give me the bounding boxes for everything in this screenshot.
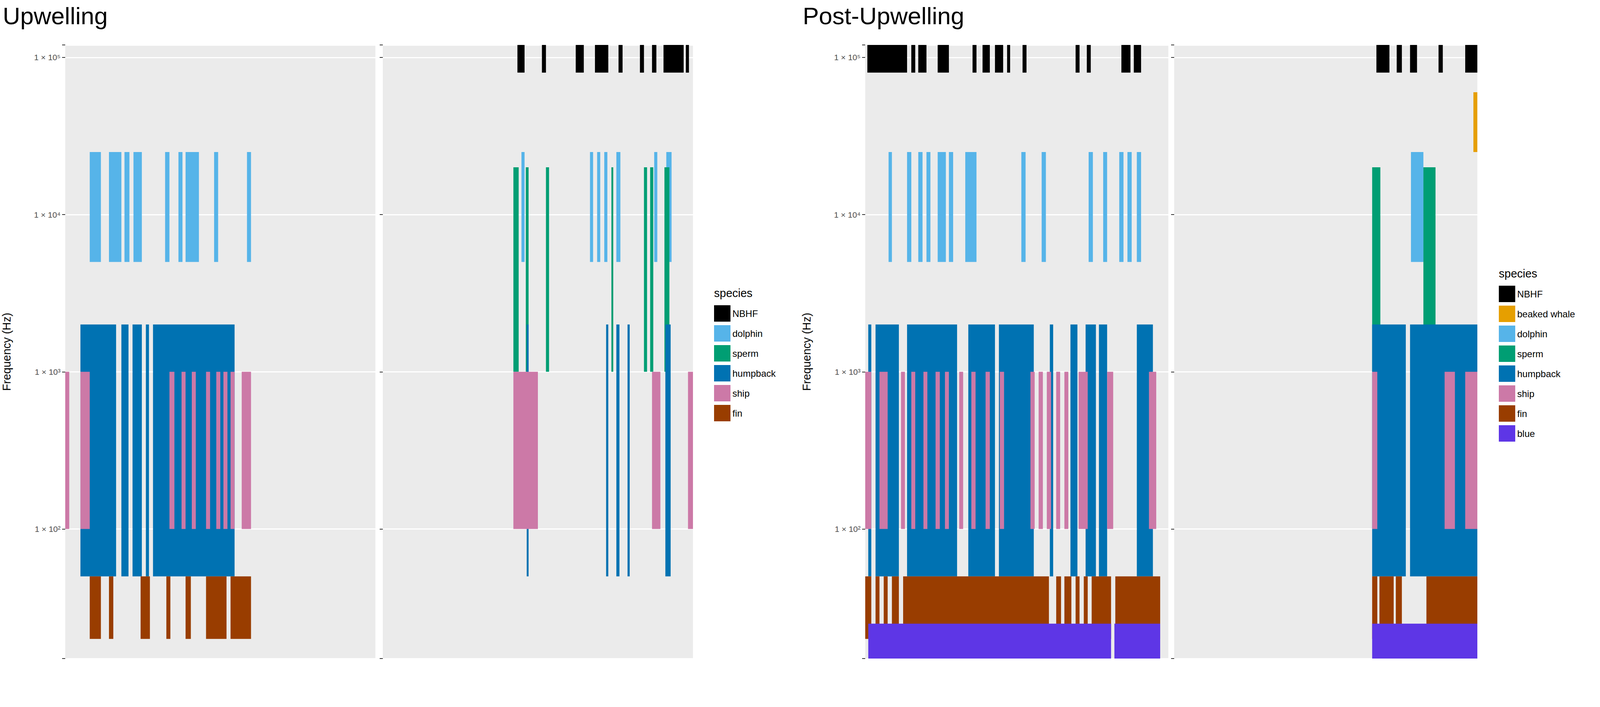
svg-text:humpback: humpback	[732, 367, 777, 379]
svg-text:ship: ship	[1517, 388, 1535, 399]
svg-text:NBHF: NBHF	[732, 308, 758, 319]
svg-text:1 × 10⁵: 1 × 10⁵	[33, 52, 61, 62]
svg-text:fin: fin	[1517, 408, 1527, 419]
svg-text:blue: blue	[1517, 428, 1535, 439]
svg-text:sperm: sperm	[732, 348, 759, 359]
svg-text:1 × 10²: 1 × 10²	[34, 524, 61, 534]
svg-text:Post-Upwelling: Post-Upwelling	[802, 2, 965, 30]
svg-text:1 × 10²: 1 × 10²	[834, 524, 861, 534]
svg-text:1 × 10⁵: 1 × 10⁵	[833, 52, 861, 62]
svg-text:1 × 10³: 1 × 10³	[834, 367, 861, 377]
svg-text:1 × 10⁴: 1 × 10⁴	[33, 210, 61, 220]
svg-text:beaked whale: beaked whale	[1517, 308, 1575, 320]
svg-text:dolphin: dolphin	[1517, 328, 1548, 340]
svg-text:humpback: humpback	[1517, 368, 1561, 379]
svg-text:Upwelling: Upwelling	[2, 2, 108, 30]
svg-text:species: species	[714, 286, 753, 300]
svg-text:fin: fin	[732, 407, 743, 419]
svg-text:1 × 10³: 1 × 10³	[34, 367, 61, 377]
svg-text:Frequency (Hz): Frequency (Hz)	[800, 312, 813, 391]
svg-text:sperm: sperm	[1517, 348, 1544, 359]
svg-text:1 × 10⁴: 1 × 10⁴	[833, 210, 861, 220]
svg-text:NBHF: NBHF	[1517, 288, 1543, 300]
svg-text:ship: ship	[732, 387, 750, 399]
svg-text:dolphin: dolphin	[732, 328, 763, 339]
svg-text:Frequency (Hz): Frequency (Hz)	[0, 312, 13, 391]
svg-text:species: species	[1498, 267, 1538, 280]
